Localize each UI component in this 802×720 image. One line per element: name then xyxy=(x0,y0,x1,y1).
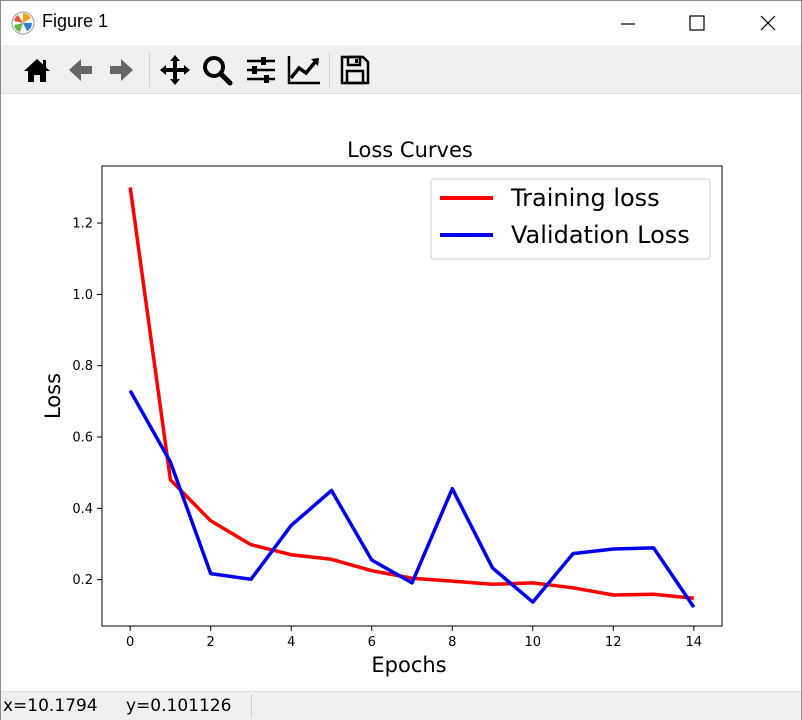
x-tick-label: 0 xyxy=(126,635,134,650)
minimize-icon xyxy=(621,23,635,25)
zoom-button[interactable] xyxy=(200,53,234,87)
axes-edit-icon xyxy=(287,56,320,85)
y-tick-label: 0.2 xyxy=(72,573,93,588)
navigation-toolbar xyxy=(1,45,801,94)
x-tick-label: 4 xyxy=(287,635,295,650)
y-tick-label: 0.4 xyxy=(72,502,93,517)
title-bar[interactable]: Figure 1 xyxy=(1,1,801,45)
cursor-x-readout: x=10.1794 xyxy=(3,696,98,716)
edit-axis-button[interactable] xyxy=(287,53,321,87)
home-icon xyxy=(24,59,50,82)
loss-chart[interactable]: Loss Curves 0 2 4 6 8 10 12 14 0.2 0.4 0.6 0.8 1.0 1.… xyxy=(1,94,801,690)
window-title: Figure 1 xyxy=(42,11,109,31)
forward-icon xyxy=(110,59,133,81)
y-tick-label: 0.8 xyxy=(72,359,93,374)
maximize-icon xyxy=(689,15,705,31)
x-tick-label: 2 xyxy=(207,635,215,650)
y-tick-label: 1.0 xyxy=(72,288,93,303)
minimize-button[interactable] xyxy=(605,1,651,45)
pan-button[interactable] xyxy=(158,53,192,87)
x-tick-label: 14 xyxy=(686,635,703,650)
status-divider xyxy=(251,694,252,718)
forward-button[interactable] xyxy=(105,53,139,87)
toolbar-separator xyxy=(329,53,330,87)
y-axis-label: Loss xyxy=(41,373,65,419)
subplots-icon xyxy=(247,57,275,83)
home-button[interactable] xyxy=(20,53,54,87)
legend: Training loss Validation Loss xyxy=(430,178,711,260)
maximize-button[interactable] xyxy=(674,1,720,45)
x-tick-label: 6 xyxy=(368,635,376,650)
zoom-icon xyxy=(203,56,233,86)
chart-title: Loss Curves xyxy=(347,138,473,162)
training-loss-line xyxy=(128,187,694,600)
x-tick-label: 10 xyxy=(525,635,542,650)
legend-box xyxy=(430,178,711,260)
back-icon xyxy=(69,59,92,81)
axes-frame xyxy=(101,165,723,627)
pan-icon xyxy=(160,55,190,85)
back-button[interactable] xyxy=(63,53,97,87)
x-tick-label: 12 xyxy=(605,635,622,650)
legend-label-training: Training loss xyxy=(510,184,660,212)
y-tick-label: 1.2 xyxy=(72,217,93,232)
cursor-y-readout: y=0.101126 xyxy=(126,696,232,716)
subplots-button[interactable] xyxy=(244,53,278,87)
toolbar-separator xyxy=(149,53,150,87)
x-tick-label: 8 xyxy=(448,635,456,650)
save-button[interactable] xyxy=(338,53,372,87)
legend-label-validation: Validation Loss xyxy=(511,221,690,249)
figure-canvas[interactable]: Loss Curves 0 2 4 6 8 10 12 14 0.2 0.4 0.6 0.8 1.0 1.… xyxy=(1,94,801,690)
status-bar: x=10.1794 y=0.101126 xyxy=(1,691,801,720)
x-axis-label: Epochs xyxy=(371,653,446,677)
save-icon xyxy=(340,55,370,85)
close-icon xyxy=(760,15,776,31)
matplotlib-logo-icon xyxy=(11,11,35,35)
close-button[interactable] xyxy=(745,1,791,45)
validation-loss-line xyxy=(128,389,696,609)
y-tick-label: 0.6 xyxy=(72,431,93,446)
